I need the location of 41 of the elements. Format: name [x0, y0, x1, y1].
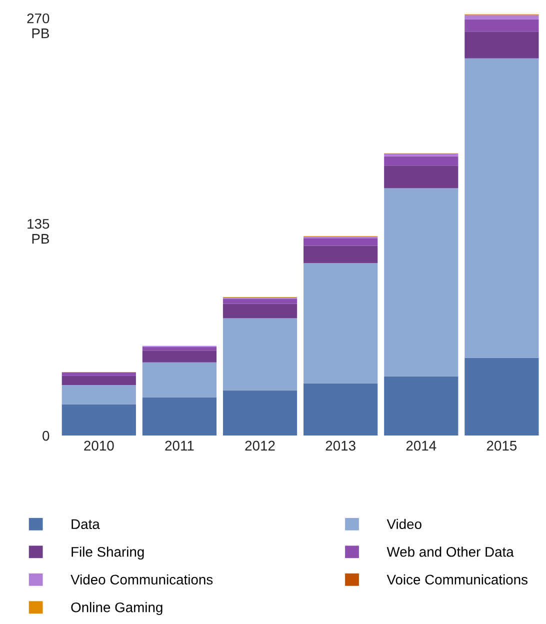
bar	[62, 376, 136, 386]
bar	[142, 350, 217, 362]
bar	[304, 246, 378, 264]
bar	[222, 390, 298, 436]
bar	[222, 318, 298, 390]
bar	[384, 376, 458, 436]
bar	[464, 19, 539, 32]
legend-label: Data	[72, 519, 100, 530]
x-tick-label: 2014	[406, 440, 436, 451]
legend-label: Web and Other Data	[386, 546, 514, 557]
bar	[384, 156, 458, 166]
y-tick-label: 135 PB	[28, 218, 50, 244]
y-tick-label: 270 PB	[27, 13, 50, 38]
y-tick-label: 0	[42, 430, 50, 441]
bar	[62, 385, 136, 404]
legend-label: File Sharing	[72, 546, 144, 560]
legend-label: Video	[386, 518, 422, 530]
bar	[384, 188, 458, 376]
bar	[304, 238, 378, 246]
bar	[464, 15, 539, 20]
bar	[384, 166, 458, 188]
bar	[142, 346, 217, 351]
legend-label: Video Communications	[70, 574, 213, 585]
x-tick-label: 2010	[84, 440, 114, 451]
bar	[62, 372, 136, 376]
bar	[464, 32, 539, 58]
x-tick-label: 2011	[165, 440, 194, 451]
bar	[304, 263, 378, 384]
bar	[222, 298, 298, 304]
bar	[62, 404, 136, 436]
x-tick-label: 2012	[245, 440, 275, 451]
bar	[142, 397, 217, 436]
x-tick-label: 2015	[486, 440, 517, 451]
legend-label: Online Gaming	[71, 602, 162, 616]
bar	[304, 383, 378, 436]
bar	[464, 358, 539, 436]
legend-label: Voice Communications	[386, 574, 528, 585]
bar	[222, 304, 298, 318]
x-tick-label: 2013	[326, 440, 356, 451]
bar	[142, 362, 217, 398]
bar	[464, 58, 539, 358]
